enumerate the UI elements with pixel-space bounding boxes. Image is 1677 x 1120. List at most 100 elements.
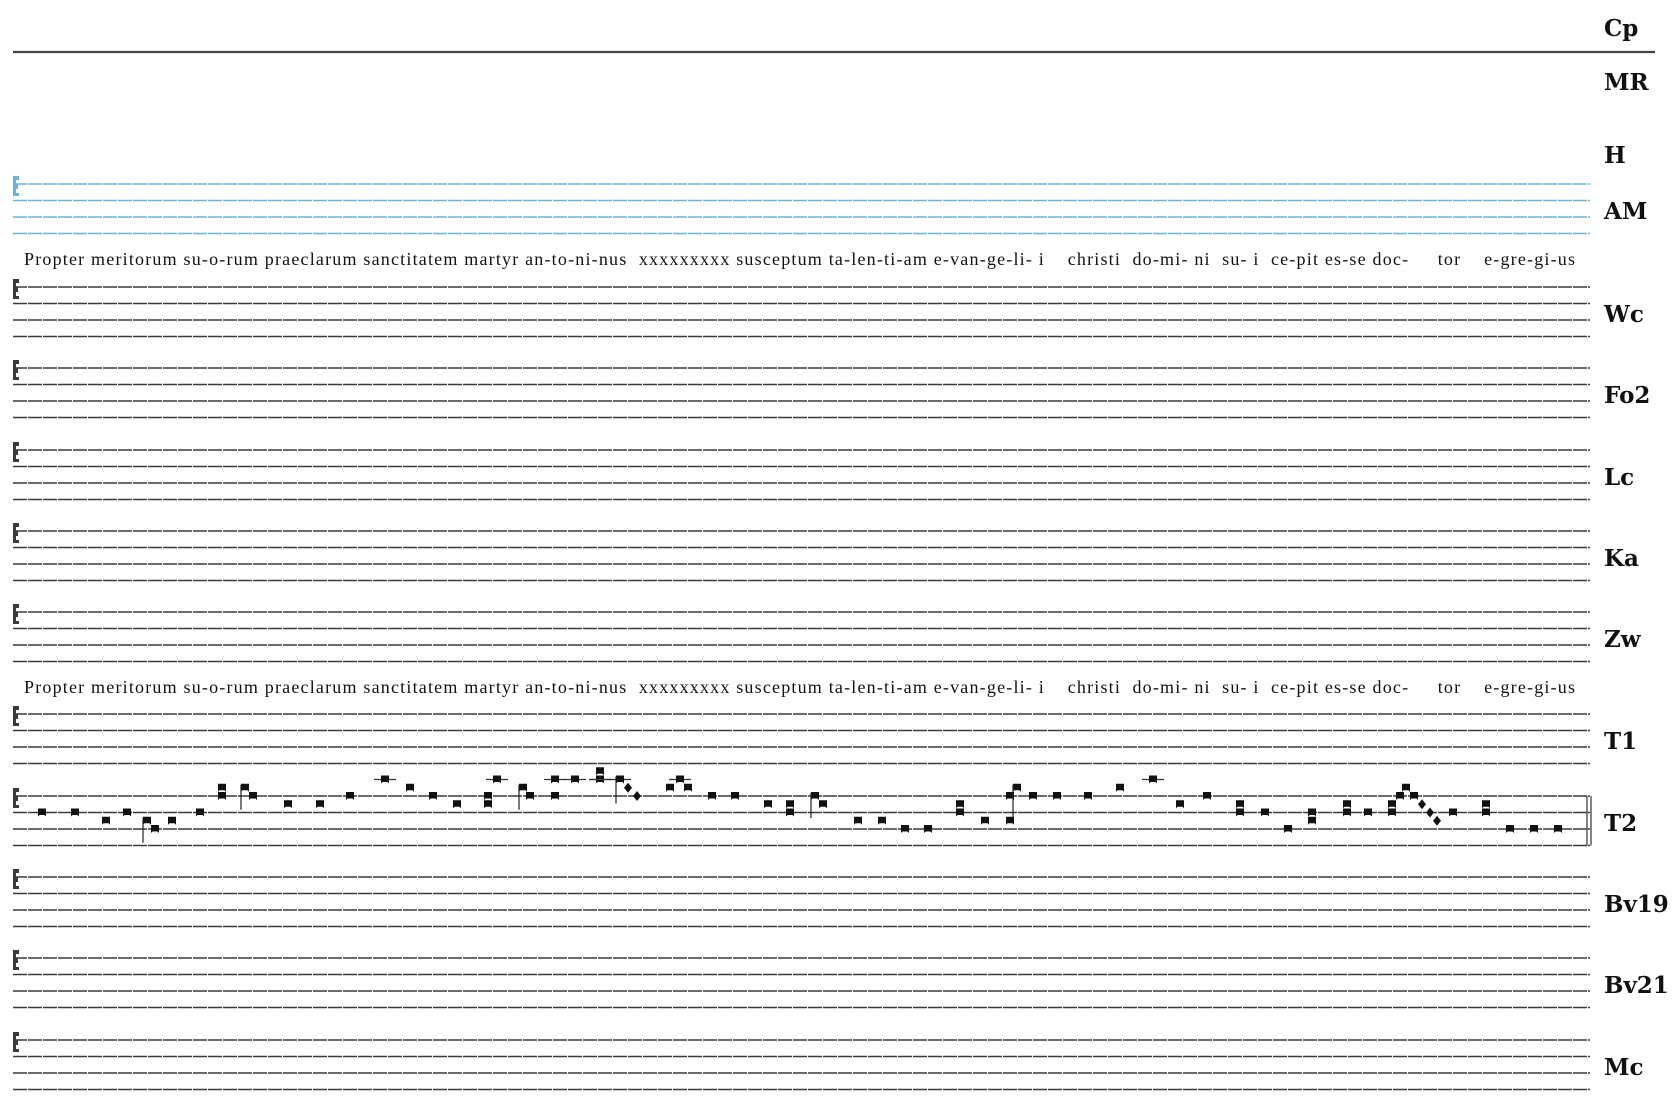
staff <box>13 176 1590 235</box>
punctum-note <box>551 792 559 800</box>
source-label: T1 <box>1604 728 1637 755</box>
punctum-note <box>731 792 739 800</box>
punctum-note <box>1402 783 1410 792</box>
punctum-note <box>484 800 492 809</box>
c-clef-icon <box>13 523 19 543</box>
source-label: H <box>1604 142 1626 169</box>
source-row-fo2[interactable]: Fo2 <box>13 360 1650 419</box>
punctum-note <box>484 792 492 800</box>
source-label: Bv19 <box>1604 891 1669 918</box>
source-label: AM <box>1603 198 1647 225</box>
staff <box>13 523 1590 582</box>
punctum-note <box>1084 792 1092 800</box>
punctum-note <box>1396 792 1404 800</box>
punctum-note <box>406 783 414 792</box>
staff <box>13 279 1590 338</box>
punctum-note <box>1236 808 1244 817</box>
punctum-note <box>676 775 684 784</box>
punctum-note <box>1284 825 1292 833</box>
punctum-note <box>684 783 692 792</box>
punctum-note <box>1343 800 1351 809</box>
punctum-note <box>1364 808 1372 817</box>
source-label: MR <box>1604 69 1649 96</box>
source-row-cp[interactable]: Cp <box>13 15 1655 54</box>
punctum-note <box>316 800 324 809</box>
source-label: Zw <box>1604 626 1642 653</box>
punctum-note <box>1013 783 1021 792</box>
punctum-note <box>196 808 204 817</box>
punctum-note <box>616 775 624 784</box>
c-clef-icon <box>13 706 19 726</box>
punctum-note <box>1203 792 1211 800</box>
source-row-h[interactable]: H <box>1604 142 1626 169</box>
punctum-note <box>551 775 559 784</box>
source-row-mr[interactable]: MR <box>1604 69 1649 96</box>
punctum-note <box>453 800 461 809</box>
punctum-note <box>901 825 909 833</box>
c-clef-icon <box>13 788 19 808</box>
punctum-note <box>102 816 110 825</box>
staff <box>13 788 1592 847</box>
punctum-note <box>241 783 249 792</box>
punctum-note <box>956 800 964 809</box>
punctum-note <box>1449 808 1457 817</box>
source-label: Wc <box>1603 301 1644 328</box>
source-row-lc[interactable]: Lc <box>13 442 1634 501</box>
punctum-note <box>284 800 292 809</box>
punctum-note <box>596 767 604 776</box>
source-row-mc[interactable]: Mc <box>13 1032 1643 1091</box>
punctum-note <box>249 792 257 800</box>
punctum-note <box>123 808 131 817</box>
punctum-note <box>1308 808 1316 817</box>
punctum-note <box>429 792 437 800</box>
punctum-note <box>38 808 46 817</box>
punctum-note <box>519 783 527 792</box>
source-row-t1[interactable]: T1 <box>13 706 1637 765</box>
c-clef-icon <box>13 604 19 624</box>
lyrics-line: Propter meritorum su-o-rum praeclarum sa… <box>24 677 1575 697</box>
staff <box>13 869 1590 928</box>
punctum-note <box>71 808 79 817</box>
source-row-t2[interactable]: T2 <box>13 767 1637 847</box>
punctum-note <box>526 792 534 800</box>
staff <box>13 1032 1590 1091</box>
punctum-note <box>819 800 827 809</box>
staff <box>13 360 1590 419</box>
punctum-note <box>1261 808 1269 817</box>
punctum-note <box>1149 775 1157 784</box>
punctum-note <box>168 816 176 825</box>
staff <box>13 604 1590 663</box>
punctum-note <box>1029 792 1037 800</box>
punctum-note <box>666 783 674 792</box>
source-row-am[interactable]: AM <box>13 176 1647 235</box>
source-label: Mc <box>1604 1054 1643 1081</box>
source-label: Ka <box>1604 545 1639 572</box>
source-row-zw[interactable]: Zw <box>13 604 1642 663</box>
diamond-note <box>633 791 641 801</box>
source-row-wc[interactable]: Wc <box>13 279 1644 338</box>
punctum-note <box>218 783 226 792</box>
punctum-note <box>924 825 932 833</box>
source-row-ka[interactable]: Ka <box>13 523 1639 582</box>
source-label: T2 <box>1604 810 1637 837</box>
punctum-note <box>1053 792 1061 800</box>
source-label: Fo2 <box>1604 382 1650 409</box>
staff <box>13 442 1590 501</box>
source-row-bv21[interactable]: Bv21 <box>13 950 1669 1009</box>
diamond-note <box>1418 799 1426 810</box>
punctum-note <box>1530 825 1538 833</box>
source-row-bv19[interactable]: Bv19 <box>13 869 1669 928</box>
punctum-note <box>1236 800 1244 809</box>
punctum-note <box>764 800 772 809</box>
punctum-note <box>1410 792 1418 800</box>
punctum-note <box>1343 808 1351 817</box>
punctum-note <box>1482 808 1490 817</box>
punctum-note <box>1554 825 1562 833</box>
lyrics-line: Propter meritorum su-o-rum praeclarum sa… <box>24 249 1575 269</box>
staff <box>13 950 1590 1009</box>
punctum-note <box>1308 816 1316 825</box>
c-clef-icon <box>13 279 19 299</box>
c-clef-icon <box>13 869 19 889</box>
punctum-note <box>786 808 794 817</box>
